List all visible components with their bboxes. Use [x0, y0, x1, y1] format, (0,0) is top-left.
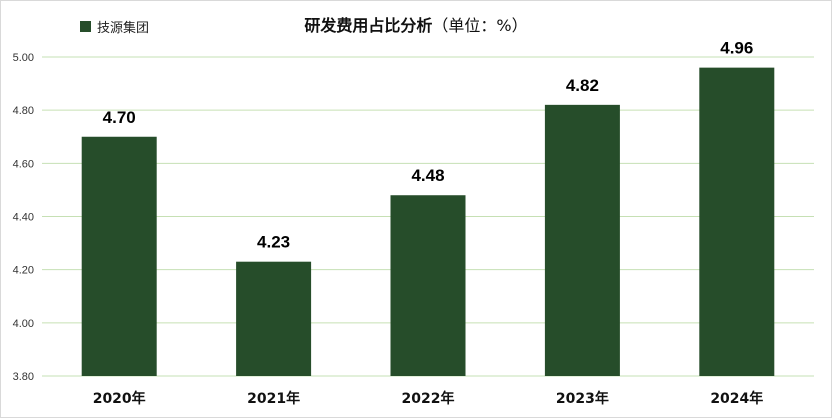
bar	[390, 195, 466, 376]
chart-title-main: 研发费用占比分析	[304, 16, 433, 35]
y-tick-label: 4.00	[13, 318, 34, 330]
bar	[236, 261, 312, 376]
y-tick-label: 5.00	[13, 52, 34, 64]
x-category-label: 2023年	[556, 390, 609, 407]
x-category-label: 2020年	[93, 390, 146, 407]
y-tick-label: 4.20	[13, 265, 34, 277]
legend-label: 技源集团	[97, 21, 150, 36]
legend: 技源集团	[80, 17, 149, 36]
x-category-label: 2024年	[710, 390, 763, 407]
data-label: 4.48	[411, 166, 444, 185]
chart-title-unit: （单位：%）	[432, 16, 528, 35]
legend-swatch-icon	[80, 21, 91, 32]
chart-title: 研发费用占比分析（单位：%）	[1, 12, 831, 36]
bar	[544, 104, 620, 376]
y-tick-label: 4.80	[13, 105, 34, 117]
data-label: 4.96	[720, 39, 753, 58]
y-tick-label: 4.40	[13, 212, 34, 224]
x-category-label: 2021年	[247, 390, 300, 407]
y-tick-label: 3.80	[13, 371, 34, 383]
bar	[699, 67, 775, 376]
bar	[81, 136, 157, 376]
y-tick-label: 4.60	[13, 158, 34, 170]
data-label: 4.70	[103, 108, 136, 127]
data-label: 4.82	[566, 76, 599, 95]
data-label: 4.23	[257, 233, 290, 252]
x-category-label: 2022年	[402, 390, 455, 407]
